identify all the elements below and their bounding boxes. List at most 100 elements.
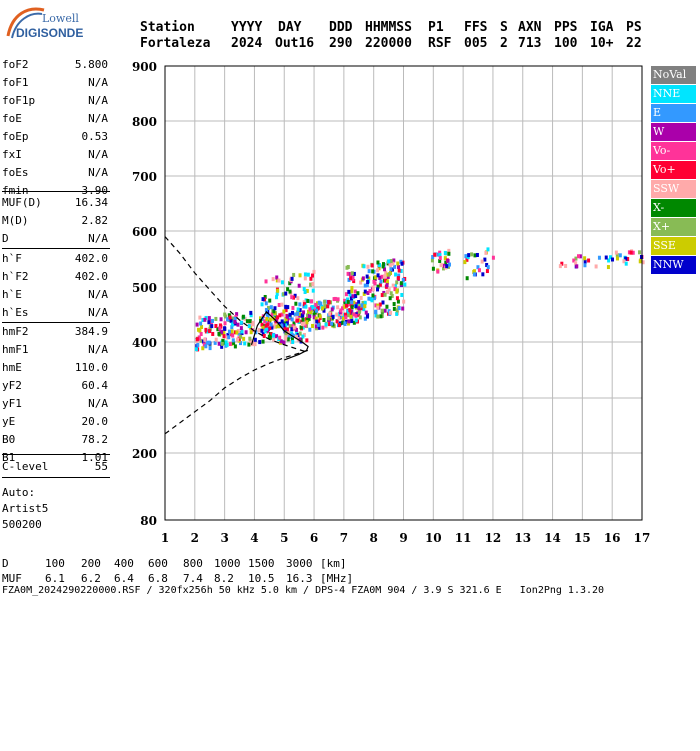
- x-tick-label: 1: [161, 531, 169, 545]
- echo-point: [302, 321, 306, 326]
- distance-row: D 100 200 400 600 800 1000 1500 3000 [km…: [2, 556, 698, 571]
- param-label: foE: [2, 112, 22, 125]
- echo-point: [359, 306, 363, 311]
- header-label: PS: [626, 20, 642, 35]
- echo-point: [202, 342, 206, 347]
- echo-point: [597, 255, 601, 260]
- echo-point: [484, 250, 488, 255]
- echo-point: [368, 288, 372, 293]
- echo-point: [330, 321, 334, 326]
- param-row: h`Es N/A: [2, 306, 108, 320]
- echo-point: [309, 310, 313, 315]
- echo-point: [299, 325, 303, 330]
- echo-point: [284, 317, 288, 322]
- echo-point: [290, 276, 294, 281]
- echo-point: [377, 263, 381, 268]
- echo-point: [233, 344, 237, 349]
- distance-value: 200: [81, 557, 101, 570]
- param-value: 3.90: [81, 184, 109, 197]
- echo-point: [263, 297, 267, 302]
- header-value: 005: [464, 36, 488, 51]
- echo-point: [311, 282, 315, 287]
- echo-point: [266, 314, 270, 319]
- param-row: C-level 55: [2, 460, 108, 474]
- echo-point: [366, 290, 370, 295]
- header-value: 220000: [365, 36, 412, 51]
- echo-point: [397, 273, 401, 278]
- echo-point: [291, 339, 295, 344]
- echo-point: [465, 276, 469, 281]
- echo-point: [436, 269, 440, 274]
- echo-point: [369, 297, 373, 302]
- echo-point: [272, 309, 276, 314]
- header-label: PPS: [554, 20, 578, 35]
- echo-point: [352, 271, 356, 276]
- echo-point: [214, 324, 218, 329]
- header-labels-row: Station YYYY DAY DDD HHMMSS P1 FFS S AXN…: [140, 20, 642, 36]
- echo-point: [274, 317, 278, 322]
- echo-point: [300, 322, 304, 327]
- y-tick-label: 400: [132, 336, 157, 350]
- param-divider: [2, 454, 110, 455]
- x-tick-label: 16: [604, 531, 621, 545]
- echo-point: [395, 296, 399, 301]
- echo-point: [381, 264, 385, 269]
- echo-point: [343, 301, 347, 306]
- echo-point: [309, 276, 313, 281]
- echo-point: [218, 326, 222, 331]
- echo-point: [390, 293, 394, 298]
- param-label: fxI: [2, 148, 22, 161]
- echo-point: [447, 264, 451, 269]
- echo-point: [307, 309, 311, 314]
- echo-point: [290, 295, 294, 300]
- distance-value: 400: [114, 557, 134, 570]
- echo-point: [302, 287, 306, 292]
- echo-point: [430, 258, 434, 263]
- param-row: h`F 402.0: [2, 252, 108, 266]
- echo-point: [594, 264, 598, 269]
- echo-point: [275, 334, 279, 339]
- legend-item: W: [651, 123, 696, 141]
- echo-point: [248, 336, 252, 341]
- param-row: fxI N/A: [2, 148, 108, 162]
- legend-item: X-: [651, 199, 696, 217]
- echo-point: [558, 264, 562, 269]
- echo-point: [315, 308, 319, 313]
- echo-point: [208, 326, 212, 331]
- header-label: DAY: [278, 20, 302, 35]
- echo-point: [297, 283, 301, 288]
- echo-point: [292, 321, 296, 326]
- echo-point: [627, 250, 631, 255]
- muf-row: MUF 6.1 6.2 6.4 6.8 7.4 8.2 10.5 16.3 [M…: [2, 571, 698, 586]
- y-tick-label: 800: [132, 115, 157, 129]
- param-value: N/A: [88, 112, 108, 125]
- echo-point: [438, 250, 442, 255]
- echo-point: [477, 268, 481, 273]
- echo-point: [302, 304, 306, 309]
- echo-point: [235, 330, 239, 335]
- echo-point: [587, 258, 591, 263]
- echo-point: [230, 325, 234, 330]
- header-label: Station: [140, 20, 195, 35]
- echo-point: [276, 288, 280, 293]
- param-row: yF2 60.4: [2, 379, 108, 393]
- echo-point: [360, 303, 364, 308]
- echo-point: [380, 293, 384, 298]
- param-label: D: [2, 232, 9, 245]
- echo-point: [575, 264, 579, 269]
- echo-point: [290, 327, 294, 332]
- echo-point: [631, 250, 635, 255]
- echo-point: [572, 258, 576, 263]
- echo-point: [312, 269, 316, 274]
- echo-point: [298, 273, 302, 278]
- echo-point: [261, 339, 265, 344]
- echo-point: [280, 302, 284, 307]
- echo-point: [378, 302, 382, 307]
- echo-point: [279, 339, 283, 344]
- echo-point: [583, 259, 587, 264]
- echo-point: [473, 253, 477, 258]
- echo-point: [236, 322, 240, 327]
- echo-point: [199, 338, 203, 343]
- echo-point: [446, 258, 450, 263]
- echo-point: [393, 284, 397, 289]
